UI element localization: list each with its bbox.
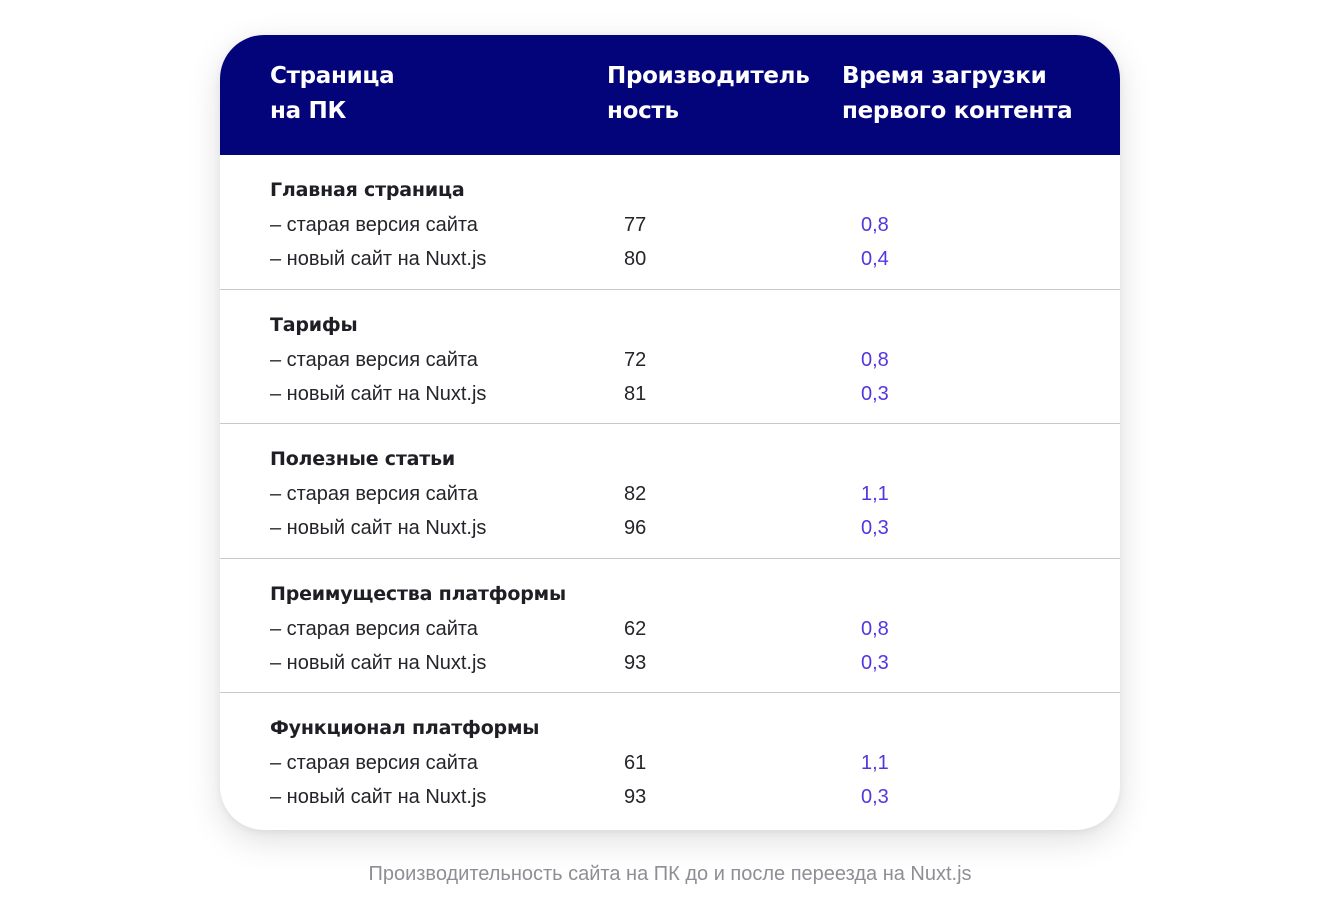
fcp-value: 0,3	[861, 382, 889, 405]
group-title: Главная страница	[270, 179, 465, 201]
table-group: Функционал платформы – старая версия сай…	[220, 693, 1120, 828]
header-performance-column: Производитель ность	[607, 63, 810, 124]
performance-value: 82	[624, 483, 647, 506]
table-body: Главная страница – старая версия сайта 7…	[220, 155, 1120, 828]
table-row: – новый сайт на Nuxt.js 81 0,3	[220, 379, 1120, 413]
table-header: Страница на ПК Производитель ность Время…	[220, 35, 1120, 155]
table-group: Главная страница – старая версия сайта 7…	[220, 155, 1120, 290]
table-row: – старая версия сайта 72 0,8	[220, 345, 1120, 379]
table-row: – старая версия сайта 61 1,1	[220, 748, 1120, 782]
table-row: – старая версия сайта 82 1,1	[220, 479, 1120, 513]
row-label: – новый сайт на Nuxt.js	[270, 382, 487, 405]
table-group: Полезные статьи – старая версия сайта 82…	[220, 424, 1120, 559]
performance-table-card: Страница на ПК Производитель ность Время…	[220, 35, 1120, 830]
row-label: – новый сайт на Nuxt.js	[270, 651, 487, 674]
row-label: – новый сайт на Nuxt.js	[270, 517, 487, 540]
fcp-value: 0,3	[861, 651, 889, 674]
fcp-value: 0,3	[861, 517, 889, 540]
performance-value: 72	[624, 348, 647, 371]
row-label: – новый сайт на Nuxt.js	[270, 248, 487, 270]
table-caption: Производительность сайта на ПК до и посл…	[368, 863, 972, 885]
performance-value: 77	[624, 214, 647, 236]
row-label: – старая версия сайта	[270, 617, 478, 640]
table-group: Преимущества платформы – старая версия с…	[220, 559, 1120, 694]
fcp-value: 0,3	[861, 786, 889, 809]
table-group: Тарифы – старая версия сайта 72 0,8 – но…	[220, 290, 1120, 425]
row-label: – новый сайт на Nuxt.js	[270, 786, 487, 809]
table-row: – новый сайт на Nuxt.js 80 0,4	[220, 244, 1120, 278]
fcp-value: 0,8	[861, 214, 889, 236]
table-row: – новый сайт на Nuxt.js 93 0,3	[220, 782, 1120, 816]
fcp-value: 0,4	[861, 248, 889, 270]
header-page-column: Страница на ПК	[270, 63, 395, 124]
group-title: Тарифы	[270, 313, 358, 336]
performance-value: 96	[624, 517, 647, 540]
fcp-value: 1,1	[861, 483, 889, 506]
fcp-value: 0,8	[861, 348, 889, 371]
performance-value: 93	[624, 786, 647, 809]
group-title: Полезные статьи	[270, 448, 456, 471]
table-row: – новый сайт на Nuxt.js 93 0,3	[220, 648, 1120, 682]
row-label: – старая версия сайта	[270, 214, 478, 236]
table-row: – старая версия сайта 77 0,8	[220, 210, 1120, 244]
performance-value: 81	[624, 382, 647, 405]
performance-value: 61	[624, 752, 647, 775]
fcp-value: 0,8	[861, 617, 889, 640]
header-fcp-column: Время загрузки первого контента	[842, 63, 1073, 124]
row-label: – старая версия сайта	[270, 348, 478, 371]
group-title: Преимущества платформы	[270, 582, 566, 605]
table-row: – новый сайт на Nuxt.js 96 0,3	[220, 513, 1120, 547]
performance-value: 80	[624, 248, 647, 270]
fcp-value: 1,1	[861, 752, 889, 775]
performance-value: 62	[624, 617, 647, 640]
group-title: Функционал платформы	[270, 717, 540, 740]
performance-value: 93	[624, 651, 647, 674]
row-label: – старая версия сайта	[270, 752, 478, 775]
table-row: – старая версия сайта 62 0,8	[220, 614, 1120, 648]
row-label: – старая версия сайта	[270, 483, 478, 506]
